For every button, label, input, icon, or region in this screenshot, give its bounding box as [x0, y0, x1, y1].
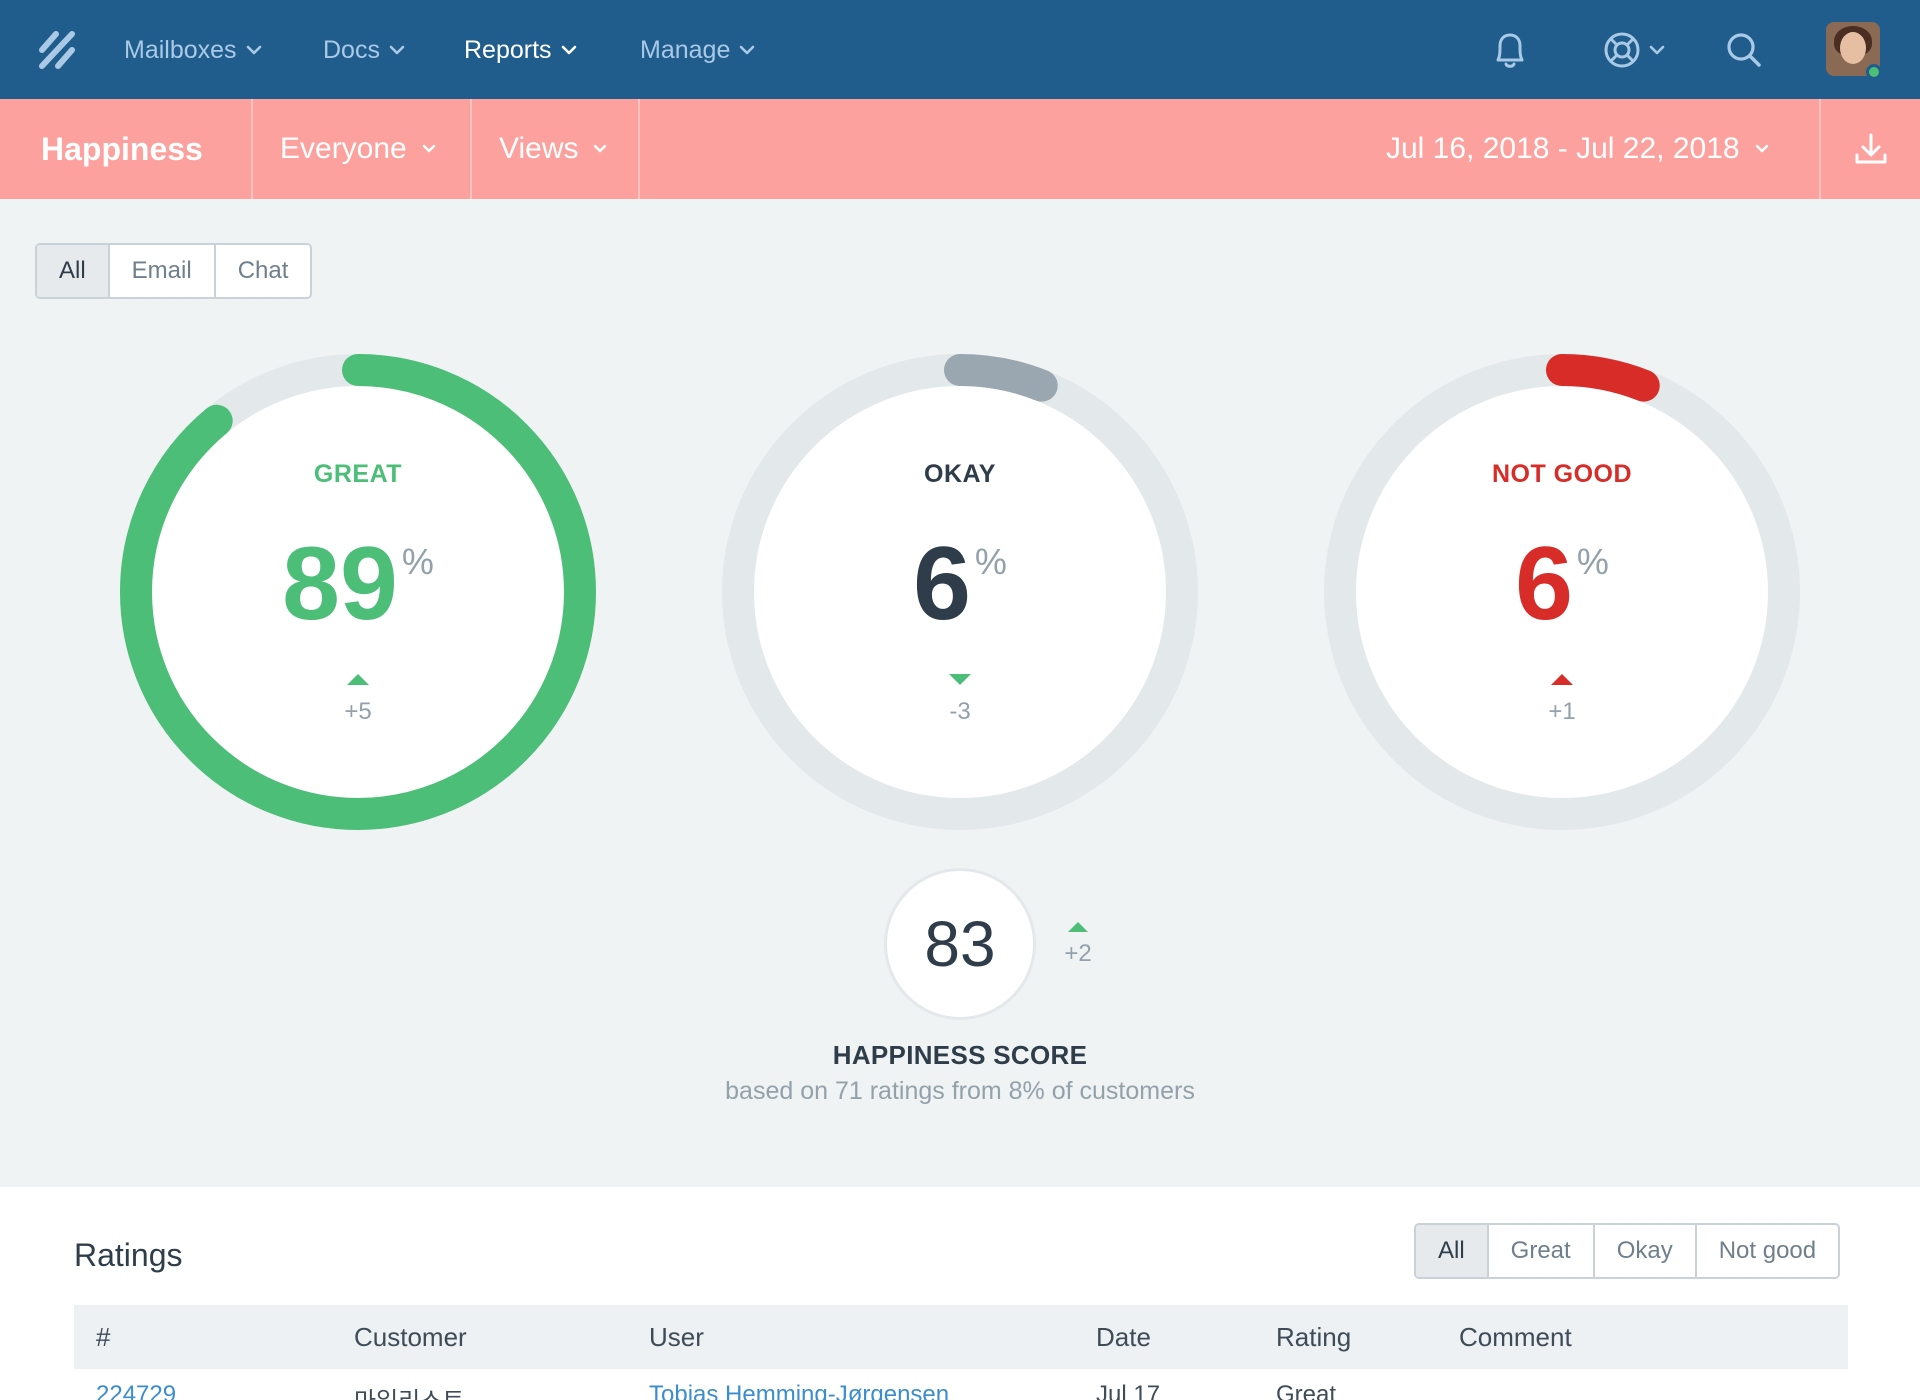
- audience-dropdown[interactable]: Everyone: [280, 99, 437, 199]
- ratings-panel: Ratings All Great Okay Not good # Custom…: [0, 1187, 1920, 1400]
- trend-up-icon: [1551, 674, 1573, 685]
- score-trend-up-icon: [1068, 922, 1088, 932]
- score-delta: +2: [1064, 940, 1092, 967]
- date-range-picker[interactable]: Jul 16, 2018 - Jul 22, 2018: [1386, 99, 1770, 199]
- chevron-down-icon: [422, 144, 435, 153]
- column-header-user[interactable]: User: [649, 1321, 704, 1352]
- metric-number: 6: [913, 526, 971, 642]
- chevron-down-icon: [389, 45, 405, 55]
- ring-gauge-okay: [722, 354, 1198, 830]
- channel-chat-button[interactable]: Chat: [215, 245, 311, 297]
- chevron-down-icon: [1755, 144, 1768, 153]
- ring-gauge-great: [120, 354, 596, 830]
- ratings-table-header: # Customer User Date Rating Comment: [74, 1305, 1848, 1369]
- metric-label: OKAY: [924, 460, 996, 488]
- metric-value: 6%: [1322, 532, 1802, 636]
- rating-all-button[interactable]: All: [1416, 1225, 1489, 1277]
- chevron-down-icon: [1649, 45, 1665, 55]
- subnav-divider: [470, 99, 472, 199]
- table-row[interactable]: 224729 마일리스트 Tobias Hemming-Jørgensen Ju…: [74, 1381, 1848, 1400]
- column-header-rating[interactable]: Rating: [1276, 1321, 1352, 1352]
- rating-not-good-button[interactable]: Not good: [1696, 1225, 1839, 1277]
- views-dropdown-label: Views: [499, 132, 579, 165]
- report-title: Happiness: [41, 130, 203, 167]
- online-status-dot: [1866, 64, 1882, 80]
- subnav-divider: [1819, 99, 1821, 199]
- metric-number: 6: [1515, 526, 1573, 642]
- row-customer: 마일리스트: [354, 1381, 464, 1400]
- help-menu-button[interactable]: [1602, 28, 1666, 72]
- metric-ring-great: GREAT 89% +5: [118, 352, 598, 832]
- nav-manage-label: Manage: [640, 35, 731, 64]
- row-id-link[interactable]: 224729: [96, 1381, 177, 1400]
- ring-gauge-not-good: [1324, 354, 1800, 830]
- logo-icon[interactable]: [36, 28, 80, 72]
- metric-label: GREAT: [313, 460, 403, 488]
- nav-docs-label: Docs: [323, 35, 380, 64]
- metric-unit: %: [1576, 541, 1609, 582]
- happiness-score-title: HAPPINESS SCORE: [832, 1040, 1088, 1070]
- audience-dropdown-label: Everyone: [280, 132, 407, 165]
- nav-mailboxes-label: Mailboxes: [124, 35, 237, 64]
- chevron-down-icon: [561, 45, 576, 55]
- row-user-link[interactable]: Tobias Hemming-Jørgensen: [649, 1381, 950, 1400]
- trend-up-icon: [347, 674, 369, 685]
- metric-unit: %: [974, 541, 1007, 582]
- metric-ring-okay: OKAY 6% -3: [720, 352, 1200, 832]
- column-header-comment[interactable]: Comment: [1459, 1321, 1572, 1352]
- nav-mailboxes[interactable]: Mailboxes: [124, 35, 263, 65]
- chevron-down-icon: [594, 144, 607, 153]
- column-header-id[interactable]: #: [96, 1321, 111, 1352]
- nav-docs[interactable]: Docs: [323, 35, 406, 65]
- column-header-customer[interactable]: Customer: [354, 1321, 467, 1352]
- notifications-button[interactable]: [1490, 28, 1530, 72]
- nav-manage[interactable]: Manage: [640, 35, 756, 65]
- rating-okay-button[interactable]: Okay: [1594, 1225, 1697, 1277]
- download-icon: [1855, 133, 1887, 164]
- report-subnav: Happiness Everyone Views Jul 16, 2018 - …: [0, 99, 1920, 199]
- metric-delta: +1: [1548, 698, 1576, 725]
- metric-label: NOT GOOD: [1491, 460, 1633, 488]
- metric-delta: -3: [949, 698, 971, 725]
- column-header-date[interactable]: Date: [1096, 1321, 1151, 1352]
- metric-delta: +5: [344, 698, 372, 725]
- subnav-divider: [638, 99, 640, 199]
- bell-icon: [1496, 33, 1524, 68]
- ratings-title: Ratings: [74, 1237, 183, 1273]
- metric-value: 6%: [720, 532, 1200, 636]
- row-date: Jul 17: [1096, 1381, 1161, 1400]
- metric-number: 89: [282, 526, 398, 642]
- ring-progress-arc: [120, 354, 596, 830]
- download-button[interactable]: [1851, 99, 1891, 199]
- metric-unit: %: [401, 541, 434, 582]
- channel-filter: All Email Chat: [35, 243, 313, 299]
- happiness-score-value: 83: [884, 868, 1036, 1020]
- rating-filter: All Great Okay Not good: [1414, 1223, 1841, 1279]
- happiness-score-subtitle: based on 71 ratings from 8% of customers: [725, 1077, 1195, 1105]
- ring-progress-arc: [1324, 354, 1800, 830]
- trend-down-icon: [949, 674, 971, 685]
- metric-ring-not-good: NOT GOOD 6% +1: [1322, 352, 1802, 832]
- channel-email-button[interactable]: Email: [109, 245, 216, 297]
- chevron-down-icon: [246, 45, 261, 55]
- subnav-divider: [251, 99, 253, 199]
- ring-progress-arc: [722, 354, 1198, 830]
- channel-all-button[interactable]: All: [37, 245, 110, 297]
- rating-great-button[interactable]: Great: [1488, 1225, 1595, 1277]
- chevron-down-icon: [740, 45, 755, 55]
- search-button[interactable]: [1724, 28, 1764, 72]
- top-navigation: Mailboxes Docs Reports Manage: [0, 0, 1920, 99]
- nav-reports-label: Reports: [464, 35, 552, 64]
- metric-value: 89%: [118, 532, 598, 636]
- search-icon: [1727, 33, 1761, 67]
- row-rating: Great: [1276, 1381, 1337, 1400]
- avatar-face: [1840, 32, 1866, 64]
- nav-reports[interactable]: Reports: [464, 35, 578, 65]
- views-dropdown[interactable]: Views: [499, 99, 608, 199]
- help-lifebuoy-icon: [1604, 32, 1640, 68]
- date-range-label: Jul 16, 2018 - Jul 22, 2018: [1386, 132, 1740, 165]
